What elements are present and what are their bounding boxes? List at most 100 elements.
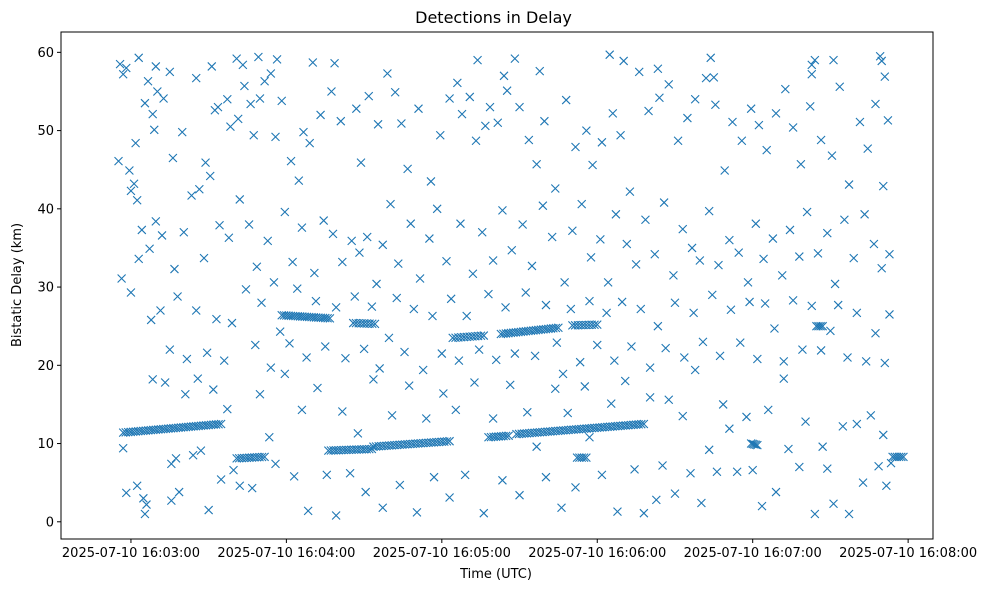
data-point — [451, 405, 461, 415]
data-point — [414, 104, 423, 114]
data-point — [277, 96, 287, 106]
data-point — [785, 225, 795, 235]
data-point — [670, 489, 680, 499]
data-point — [541, 472, 551, 482]
data-point — [418, 365, 428, 375]
data-point — [369, 375, 378, 384]
y-tick-label: 10 — [37, 437, 54, 452]
data-point — [505, 380, 515, 390]
data-point — [878, 430, 888, 440]
data-point — [818, 321, 828, 331]
data-point — [855, 117, 865, 127]
data-point — [226, 122, 235, 132]
data-point — [249, 130, 259, 140]
data-point — [480, 121, 490, 131]
data-point — [156, 306, 165, 315]
data-point — [160, 378, 170, 387]
data-point — [706, 53, 716, 63]
data-point — [233, 114, 243, 124]
y-tick-label: 40 — [37, 202, 54, 217]
data-point — [581, 126, 591, 135]
data-point — [142, 500, 151, 509]
data-point — [177, 127, 187, 137]
data-point — [550, 184, 560, 193]
data-point — [174, 487, 184, 497]
data-point — [395, 480, 405, 490]
data-point — [724, 424, 734, 434]
data-point — [216, 419, 226, 429]
data-point — [170, 264, 179, 274]
data-point — [341, 353, 350, 363]
x-axis: 2025-07-10 16:03:00 2025-07-10 16:04:00 20… — [62, 539, 977, 561]
y-axis: 0 10 20 30 40 50 60 — [37, 46, 61, 530]
data-point — [501, 303, 510, 312]
data-point — [844, 509, 854, 519]
data-point — [715, 351, 725, 361]
data-point — [609, 356, 619, 365]
data-point — [118, 69, 128, 79]
data-point — [812, 321, 821, 331]
data-point — [216, 475, 226, 484]
data-point — [166, 496, 176, 506]
data-point — [456, 219, 465, 229]
data-point — [390, 87, 400, 97]
data-point — [353, 428, 363, 438]
data-point — [602, 308, 611, 318]
data-point — [571, 142, 580, 152]
data-point — [191, 73, 201, 83]
data-point — [275, 327, 285, 337]
data-point — [550, 384, 560, 394]
data-point — [303, 506, 313, 516]
data-point — [540, 116, 549, 126]
data-point — [446, 294, 456, 304]
data-point — [327, 87, 336, 96]
data-point — [711, 100, 720, 110]
data-point — [655, 93, 664, 103]
data-point — [406, 219, 416, 229]
data-point — [322, 470, 332, 480]
data-point — [714, 260, 723, 270]
data-point — [266, 69, 276, 78]
data-point — [131, 138, 140, 148]
data-point — [271, 459, 280, 469]
data-point — [866, 410, 876, 420]
data-point — [580, 382, 590, 391]
data-point — [701, 73, 711, 83]
data-point — [532, 442, 542, 452]
data-point — [521, 288, 531, 297]
data-point — [794, 252, 804, 261]
data-point — [566, 304, 576, 314]
data-point — [250, 340, 260, 350]
data-point — [148, 375, 158, 384]
data-point — [771, 487, 781, 497]
data-point — [794, 462, 804, 472]
data-point — [188, 450, 198, 460]
data-point — [558, 369, 568, 379]
data-point — [813, 249, 823, 258]
x-tick-label: 2025-07-10 16:03:00 — [62, 546, 200, 561]
data-point — [874, 461, 883, 471]
data-point — [653, 64, 663, 74]
data-point — [860, 209, 869, 219]
data-point — [575, 357, 585, 367]
data-point — [639, 508, 649, 518]
data-point — [645, 363, 655, 373]
data-point — [435, 130, 445, 140]
data-point — [383, 69, 392, 78]
data-point — [364, 91, 374, 101]
data-point — [560, 277, 570, 287]
data-point — [871, 99, 880, 109]
data-point — [894, 452, 904, 462]
data-point — [788, 123, 798, 132]
data-point — [515, 490, 524, 500]
data-point — [807, 69, 817, 79]
data-point — [690, 94, 700, 104]
data-point — [664, 395, 674, 405]
y-tick-label: 0 — [46, 515, 54, 530]
data-point — [669, 270, 678, 280]
data-point — [471, 136, 481, 146]
data-point — [678, 224, 688, 234]
data-point — [802, 207, 812, 217]
data-point — [370, 319, 380, 329]
data-point — [707, 290, 717, 300]
